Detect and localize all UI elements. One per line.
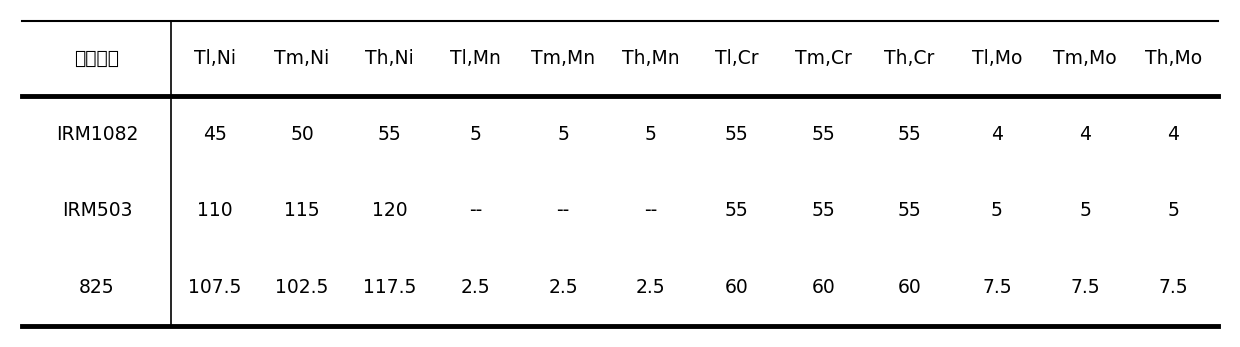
Text: --: -- xyxy=(469,201,482,220)
Text: 55: 55 xyxy=(725,125,749,144)
Text: 45: 45 xyxy=(202,125,227,144)
Text: IRM503: IRM503 xyxy=(62,201,133,220)
Text: Tl,Cr: Tl,Cr xyxy=(715,49,759,68)
Text: 110: 110 xyxy=(197,201,232,220)
Text: 7.5: 7.5 xyxy=(1158,278,1188,297)
Text: 55: 55 xyxy=(898,201,921,220)
Text: 60: 60 xyxy=(725,278,749,297)
Text: Tm,Mo: Tm,Mo xyxy=(1053,49,1117,68)
Text: Th,Mn: Th,Mn xyxy=(621,49,680,68)
Text: 55: 55 xyxy=(811,125,835,144)
Text: Tl,Mo: Tl,Mo xyxy=(972,49,1022,68)
Text: 4: 4 xyxy=(1079,125,1091,144)
Text: 7.5: 7.5 xyxy=(982,278,1012,297)
Text: 4: 4 xyxy=(1168,125,1179,144)
Text: 55: 55 xyxy=(377,125,402,144)
Text: IRM1082: IRM1082 xyxy=(56,125,138,144)
Text: 5: 5 xyxy=(1079,201,1091,220)
Text: Tm,Cr: Tm,Cr xyxy=(795,49,852,68)
Text: 55: 55 xyxy=(898,125,921,144)
Text: 55: 55 xyxy=(811,201,835,220)
Text: 5: 5 xyxy=(557,125,569,144)
Text: 5: 5 xyxy=(991,201,1003,220)
Text: 7.5: 7.5 xyxy=(1070,278,1100,297)
Text: 825: 825 xyxy=(79,278,115,297)
Text: 115: 115 xyxy=(284,201,320,220)
Text: 测试样品: 测试样品 xyxy=(74,49,119,68)
Text: 60: 60 xyxy=(898,278,921,297)
Text: 2.5: 2.5 xyxy=(636,278,665,297)
Text: 60: 60 xyxy=(811,278,835,297)
Text: 2.5: 2.5 xyxy=(548,278,578,297)
Text: 4: 4 xyxy=(991,125,1003,144)
Text: 117.5: 117.5 xyxy=(362,278,417,297)
Text: 107.5: 107.5 xyxy=(188,278,242,297)
Text: 2.5: 2.5 xyxy=(461,278,491,297)
Text: --: -- xyxy=(644,201,657,220)
Text: 5: 5 xyxy=(470,125,481,144)
Text: Tl,Mn: Tl,Mn xyxy=(450,49,501,68)
Text: 50: 50 xyxy=(290,125,314,144)
Text: Th,Mo: Th,Mo xyxy=(1145,49,1202,68)
Text: Tm,Ni: Tm,Ni xyxy=(274,49,330,68)
Text: 5: 5 xyxy=(645,125,656,144)
Text: 120: 120 xyxy=(372,201,407,220)
Text: Tl,Ni: Tl,Ni xyxy=(193,49,236,68)
Text: 5: 5 xyxy=(1168,201,1179,220)
Text: Tm,Mn: Tm,Mn xyxy=(531,49,595,68)
Text: 102.5: 102.5 xyxy=(275,278,329,297)
Text: --: -- xyxy=(557,201,569,220)
Text: Th,Cr: Th,Cr xyxy=(884,49,935,68)
Text: 55: 55 xyxy=(725,201,749,220)
Text: Th,Ni: Th,Ni xyxy=(365,49,414,68)
